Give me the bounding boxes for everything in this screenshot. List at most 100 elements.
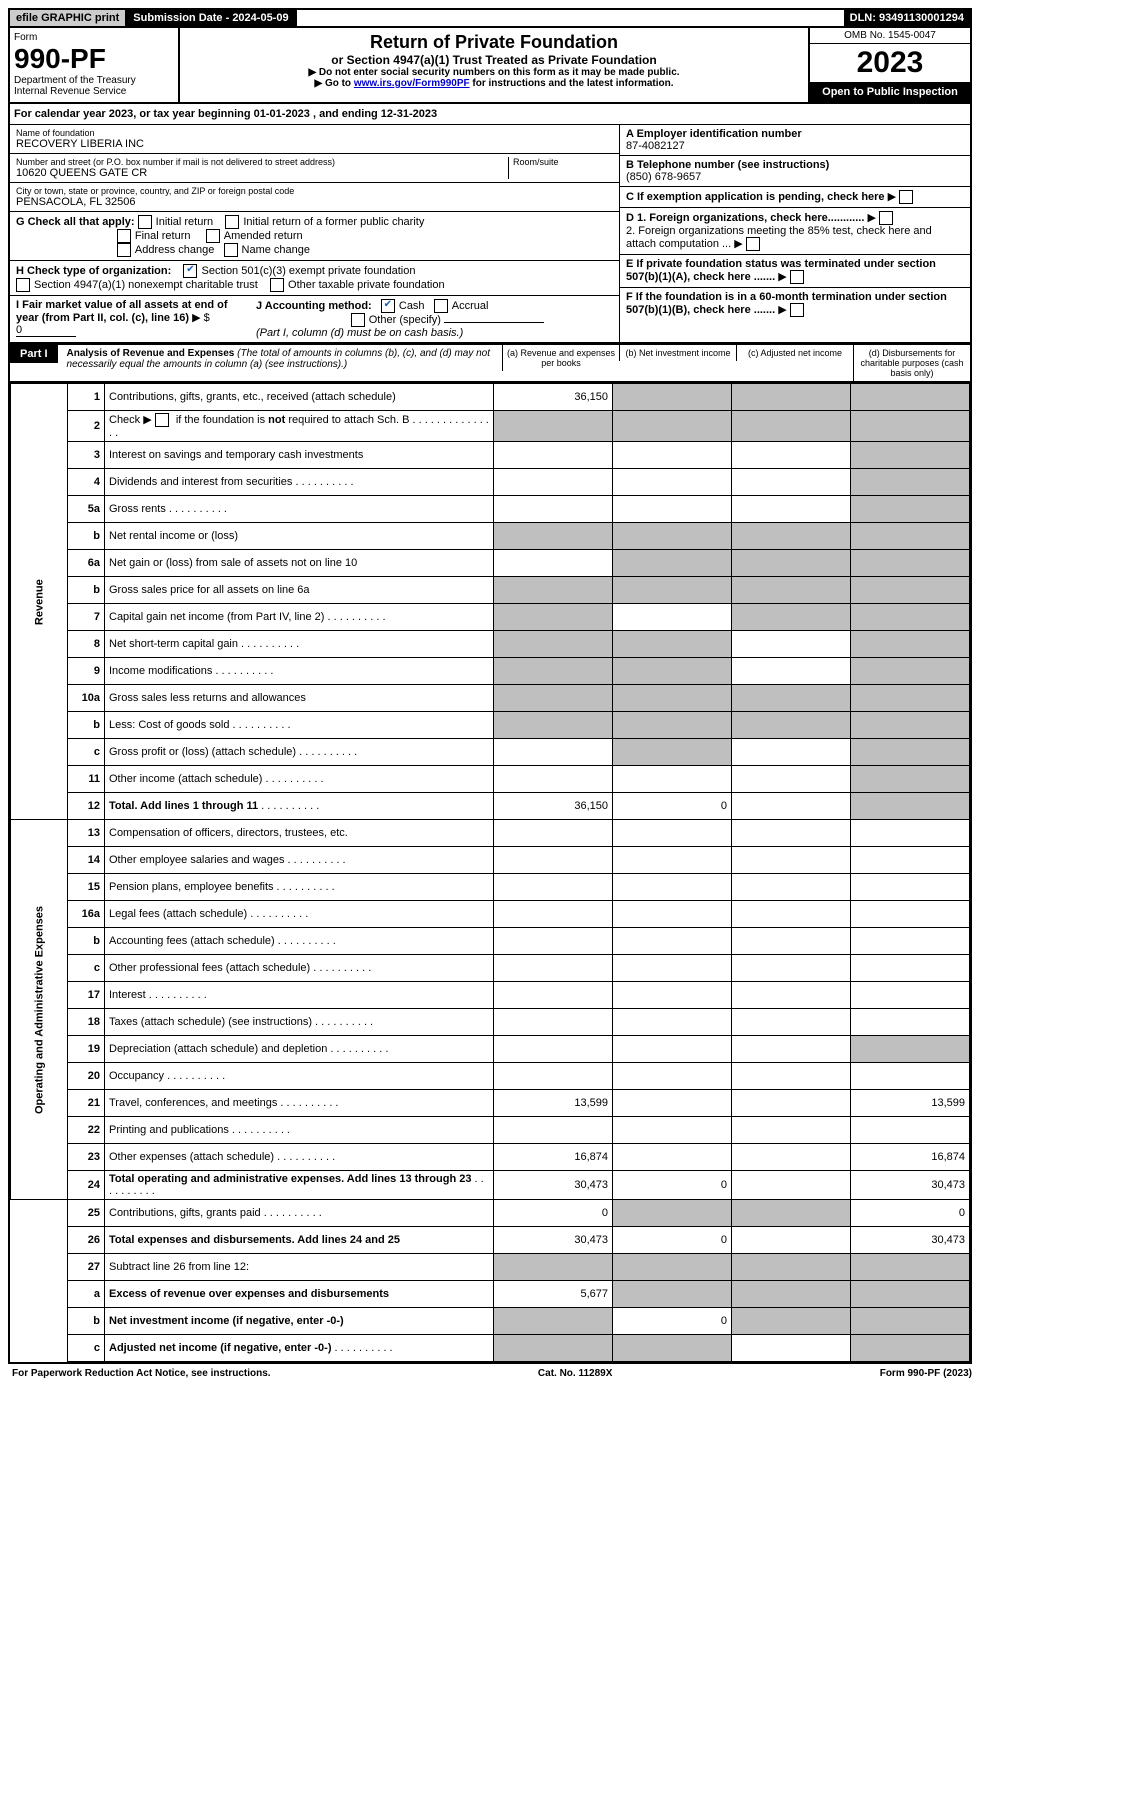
dept-treasury: Department of the Treasury — [14, 75, 174, 86]
submission-date: Submission Date - 2024-05-09 — [127, 10, 296, 26]
form-title: Return of Private Foundation — [184, 32, 804, 53]
form990pf-link[interactable]: www.irs.gov/Form990PF — [354, 78, 470, 89]
row-20: 20Occupancy — [11, 1063, 970, 1090]
efile-print[interactable]: efile GRAPHIC print — [10, 10, 127, 26]
former-public-charity-checkbox[interactable] — [225, 215, 239, 229]
arrow-icon — [734, 238, 742, 250]
g-checks: G Check all that apply: Initial return I… — [10, 212, 619, 261]
arrow-icon — [192, 312, 200, 324]
schb-checkbox[interactable] — [155, 413, 169, 427]
d1-label: D 1. Foreign organizations, check here..… — [626, 212, 864, 224]
row27c-label: Adjusted net income (if negative, enter … — [109, 1342, 331, 1354]
a-label: A Employer identification number — [626, 128, 802, 140]
row-10b: bLess: Cost of goods sold — [11, 712, 970, 739]
address-cell: Number and street (or P.O. box number if… — [10, 154, 619, 183]
foreign-org-checkbox[interactable] — [879, 211, 893, 225]
amended-return-checkbox[interactable] — [206, 229, 220, 243]
row-16b: bAccounting fees (attach schedule) — [11, 928, 970, 955]
goto-post: for instructions and the latest informat… — [470, 78, 674, 89]
j-note: (Part I, column (d) must be on cash basi… — [256, 327, 463, 339]
status-terminated-checkbox[interactable] — [790, 270, 804, 284]
501c3-checkbox[interactable] — [183, 264, 197, 278]
part1-table: Revenue 1Contributions, gifts, grants, e… — [10, 383, 970, 1362]
row-27b: bNet investment income (if negative, ent… — [11, 1308, 970, 1335]
goto-pre: ▶ Go to — [314, 78, 353, 89]
row-5b: bNet rental income or (loss) — [11, 523, 970, 550]
tax-year: 2023 — [810, 44, 970, 82]
g5: Amended return — [224, 230, 303, 242]
60month-checkbox[interactable] — [790, 303, 804, 317]
fmv-value: 0 — [16, 324, 76, 337]
c-cell: C If exemption application is pending, c… — [620, 187, 970, 208]
row-21: 21Travel, conferences, and meetings 13,5… — [11, 1090, 970, 1117]
foundation-name: RECOVERY LIBERIA INC — [16, 138, 613, 150]
g-label: G Check all that apply: — [16, 216, 135, 228]
final-return-checkbox[interactable] — [117, 229, 131, 243]
4947a1-checkbox[interactable] — [16, 278, 30, 292]
part1-title: Analysis of Revenue and Expenses — [67, 348, 235, 359]
row-22: 22Printing and publications — [11, 1117, 970, 1144]
top-bar: efile GRAPHIC print Submission Date - 20… — [10, 10, 970, 28]
85pct-test-checkbox[interactable] — [746, 237, 760, 251]
arrow-icon — [888, 191, 896, 203]
accrual-checkbox[interactable] — [434, 299, 448, 313]
other-specify — [444, 322, 544, 323]
exemption-pending-checkbox[interactable] — [899, 190, 913, 204]
g4: Initial return of a former public charit… — [243, 216, 424, 228]
header-right: OMB No. 1545-0047 2023 Open to Public In… — [808, 28, 970, 102]
header-center: Return of Private Foundation or Section … — [180, 28, 808, 102]
form-subtitle: or Section 4947(a)(1) Trust Treated as P… — [184, 53, 804, 67]
row-27c: cAdjusted net income (if negative, enter… — [11, 1335, 970, 1362]
row26-label: Total expenses and disbursements. Add li… — [109, 1234, 400, 1246]
row-12: 12Total. Add lines 1 through 11 36,1500 — [11, 793, 970, 820]
other-taxable-checkbox[interactable] — [270, 278, 284, 292]
f-label: F If the foundation is in a 60-month ter… — [626, 291, 947, 316]
col-d-header: (d) Disbursements for charitable purpose… — [853, 345, 970, 381]
ssn-warning: ▶ Do not enter social security numbers o… — [184, 67, 804, 78]
initial-return-checkbox[interactable] — [138, 215, 152, 229]
j1: Cash — [399, 300, 425, 312]
i-cell: I Fair market value of all assets at end… — [16, 299, 246, 339]
other-method-checkbox[interactable] — [351, 313, 365, 327]
header-left: Form 990-PF Department of the Treasury I… — [10, 28, 180, 102]
form-ref: Form 990-PF (2023) — [880, 1368, 972, 1379]
row-8: 8Net short-term capital gain — [11, 631, 970, 658]
name-label: Name of foundation — [16, 128, 613, 138]
room-label: Room/suite — [513, 157, 613, 167]
col-c-header: (c) Adjusted net income — [736, 345, 853, 361]
d2-label: 2. Foreign organizations meeting the 85%… — [626, 225, 932, 250]
row-27: 27Subtract line 26 from line 12: — [11, 1254, 970, 1281]
row-27a: aExcess of revenue over expenses and dis… — [11, 1281, 970, 1308]
entity-right: A Employer identification number 87-4082… — [619, 125, 970, 342]
entity-info: Name of foundation RECOVERY LIBERIA INC … — [10, 125, 970, 343]
e-cell: E If private foundation status was termi… — [620, 255, 970, 288]
form-header: Form 990-PF Department of the Treasury I… — [10, 28, 970, 104]
phone: (850) 678-9657 — [626, 171, 701, 183]
address-change-checkbox[interactable] — [117, 243, 131, 257]
g2: Final return — [135, 230, 191, 242]
h-checks: H Check type of organization: Section 50… — [10, 261, 619, 296]
part1-badge: Part I — [10, 345, 58, 363]
name-change-checkbox[interactable] — [224, 243, 238, 257]
goto-instr: ▶ Go to www.irs.gov/Form990PF for instru… — [184, 78, 804, 89]
g6: Name change — [242, 244, 311, 256]
revenue-vert: Revenue — [11, 384, 68, 820]
g3: Address change — [135, 244, 215, 256]
cash-checkbox[interactable] — [381, 299, 395, 313]
j2: Accrual — [452, 300, 489, 312]
foundation-name-cell: Name of foundation RECOVERY LIBERIA INC — [10, 125, 619, 154]
paperwork-notice: For Paperwork Reduction Act Notice, see … — [12, 1368, 271, 1379]
dln: DLN: 93491130001294 — [844, 10, 970, 26]
row-2: 2Check ▶ if the foundation is not requir… — [11, 411, 970, 442]
address-label: Number and street (or P.O. box number if… — [16, 157, 508, 167]
row12-label: Total. Add lines 1 through 11 — [109, 800, 258, 812]
city-cell: City or town, state or province, country… — [10, 183, 619, 212]
row-17: 17Interest — [11, 982, 970, 1009]
arrow-icon — [867, 212, 875, 224]
row-26: 26Total expenses and disbursements. Add … — [11, 1227, 970, 1254]
efile-text: efile GRAPHIC print — [16, 12, 119, 24]
omb-number: OMB No. 1545-0047 — [810, 28, 970, 44]
row-10c: cGross profit or (loss) (attach schedule… — [11, 739, 970, 766]
calendar-year-line: For calendar year 2023, or tax year begi… — [10, 104, 970, 125]
h2: Section 4947(a)(1) nonexempt charitable … — [34, 279, 258, 291]
